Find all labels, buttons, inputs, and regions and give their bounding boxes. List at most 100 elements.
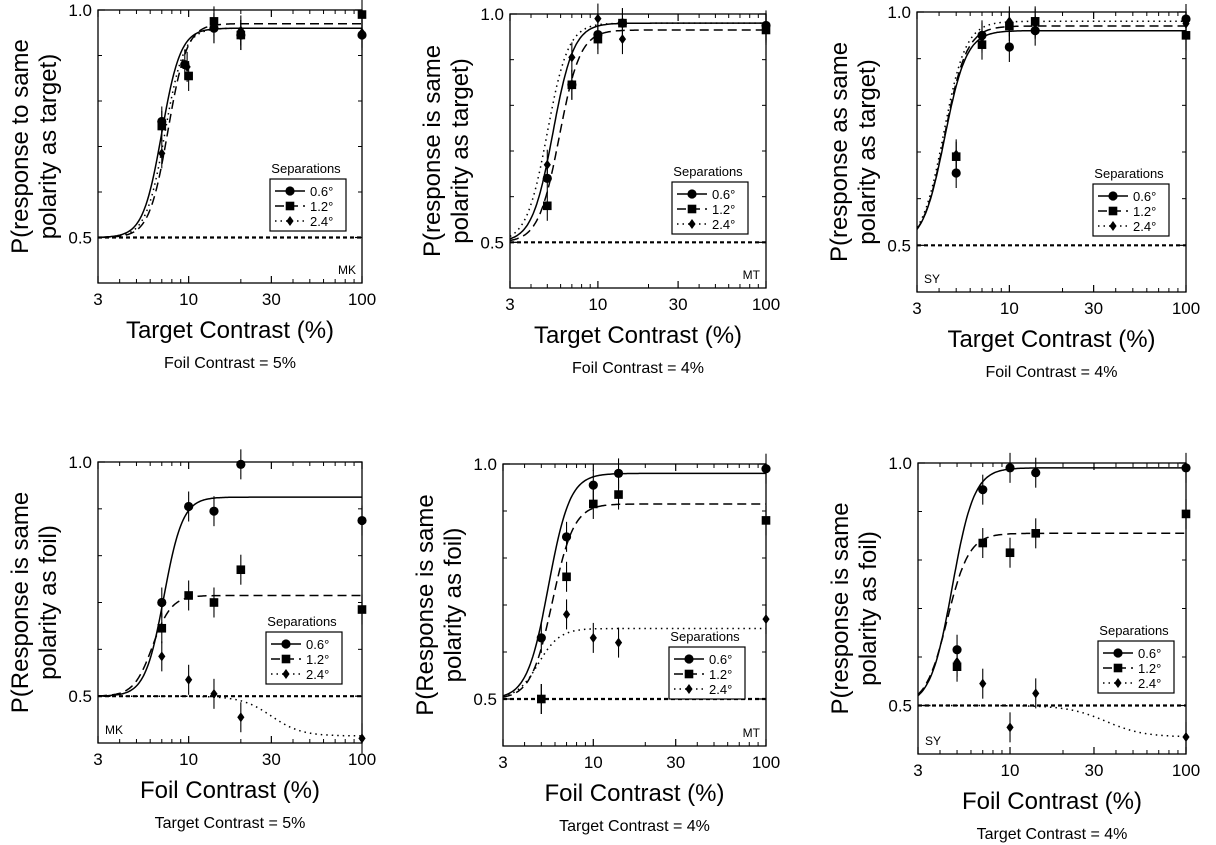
- fit-curve-2.4°: [918, 704, 1186, 738]
- plot-frame: [917, 462, 1187, 755]
- data-point: [157, 121, 167, 131]
- fit-curve-1.2°: [510, 29, 766, 242]
- y-axis-label: P(Response is samepolarity as foil): [412, 494, 467, 715]
- data-point: [978, 485, 988, 495]
- legend-marker: [286, 216, 294, 226]
- legend-box: [1097, 640, 1175, 694]
- x-tick-label: 100: [348, 750, 376, 769]
- data-point: [562, 572, 571, 582]
- legend-label: 1.2°: [306, 652, 329, 667]
- legend-marker: [1113, 663, 1123, 673]
- x-axis-label: Foil Contrast (%): [962, 788, 1142, 815]
- legend-label: 0.6°: [1133, 189, 1156, 204]
- data-point: [978, 538, 988, 548]
- x-tick-label: 100: [752, 753, 780, 772]
- data-point: [762, 614, 770, 625]
- chart-panel-1: 3 10 30 100 1.0 0.5 Separations 0.6°1.2°2.4° MK T…: [7, 0, 376, 372]
- chart-panel-6: 3 10 30 100 1.0 0.5 Separations 0.6°1.2°2.4° SY F…: [827, 452, 1200, 843]
- fit-curve-0.6°: [918, 467, 1186, 697]
- y-tick-label: 0.5: [68, 687, 92, 706]
- chart-panel-3: 3 10 30 100 1.0 0.5 Separations 0.6°1.2°2.4° SY T…: [826, 3, 1200, 381]
- data-point: [1006, 722, 1014, 733]
- y-tick-label: 0.5: [480, 233, 504, 252]
- data-point: [561, 532, 572, 542]
- subject-label: MK: [105, 723, 123, 737]
- x-axis-label: Foil Contrast (%): [140, 777, 320, 804]
- data-point: [157, 597, 167, 608]
- data-point: [618, 34, 627, 45]
- legend-label: 1.2°: [709, 667, 732, 682]
- data-point: [594, 13, 602, 24]
- fit-curve-2.4°: [503, 627, 766, 698]
- legend-label: 0.6°: [310, 184, 333, 199]
- legend-title: Separations: [1099, 623, 1169, 638]
- data-point: [1181, 509, 1191, 519]
- data-point: [209, 598, 219, 607]
- data-point: [357, 605, 367, 614]
- x-tick-label: 10: [179, 750, 198, 769]
- legend-label: 1.2°: [1138, 661, 1161, 676]
- legend-marker: [282, 669, 290, 679]
- legend-title: Separations: [670, 629, 740, 644]
- legend-box: [668, 646, 746, 700]
- legend: Separations 0.6°1.2°2.4°: [671, 164, 749, 235]
- fit-curve-0.6°: [98, 496, 362, 697]
- data-point: [614, 490, 623, 499]
- fit-curve-0.6°: [917, 29, 1186, 230]
- legend-marker: [281, 639, 291, 649]
- x-tick-label: 30: [262, 290, 281, 309]
- plot-frame: [97, 461, 363, 744]
- data-point: [184, 501, 194, 512]
- legend-marker: [285, 186, 295, 196]
- x-tick-label: 100: [752, 295, 780, 314]
- x-axis-label: Target Contrast (%): [947, 326, 1155, 353]
- y-tick-label: 0.5: [473, 690, 497, 709]
- legend-title: Separations: [1094, 166, 1164, 181]
- data-point: [1031, 529, 1041, 538]
- data-point: [185, 674, 193, 685]
- data-point: [1181, 463, 1191, 473]
- legend-title: Separations: [271, 161, 341, 176]
- data-point: [158, 148, 166, 159]
- data-point: [1005, 16, 1013, 27]
- legend-marker: [1114, 678, 1122, 688]
- y-tick-label: 1.0: [473, 455, 497, 474]
- data-point: [588, 480, 598, 490]
- x-tick-label: 30: [666, 753, 685, 772]
- data-point: [979, 678, 987, 689]
- data-point: [953, 656, 961, 667]
- fit-curve-2.4°: [917, 20, 1186, 228]
- legend-label: 0.6°: [712, 187, 735, 202]
- caption: Foil Contrast = 5%: [164, 355, 296, 372]
- data-point: [210, 688, 218, 699]
- data-point: [951, 168, 961, 178]
- x-tick-label: 30: [669, 295, 688, 314]
- x-tick-label: 3: [505, 295, 514, 314]
- data-point: [1005, 548, 1015, 558]
- data-point: [618, 18, 627, 28]
- legend-label: 0.6°: [306, 637, 329, 652]
- fit-curve-1.2°: [503, 503, 766, 698]
- legend-label: 0.6°: [709, 652, 732, 667]
- x-axis-label: Foil Contrast (%): [544, 780, 724, 807]
- legend-box: [269, 178, 347, 232]
- legend-label: 1.2°: [310, 199, 333, 214]
- legend-marker: [285, 201, 295, 211]
- legend-marker: [1109, 221, 1117, 231]
- data-point: [978, 32, 986, 43]
- data-point: [613, 468, 624, 478]
- y-tick-label: 1.0: [68, 1, 92, 20]
- x-tick-label: 3: [913, 761, 922, 780]
- legend-label: 2.4°: [306, 667, 329, 682]
- plot-frame: [97, 9, 363, 284]
- fit-curve-1.2°: [918, 532, 1186, 696]
- data-point: [209, 506, 219, 516]
- fit-curve-1.2°: [917, 25, 1186, 230]
- data-point: [358, 27, 366, 38]
- x-axis-label: Target Contrast (%): [126, 317, 334, 344]
- data-point: [593, 34, 603, 44]
- y-axis-label: P(response is samepolarity as target): [419, 45, 474, 257]
- data-point: [157, 623, 167, 633]
- x-tick-label: 10: [1000, 299, 1019, 318]
